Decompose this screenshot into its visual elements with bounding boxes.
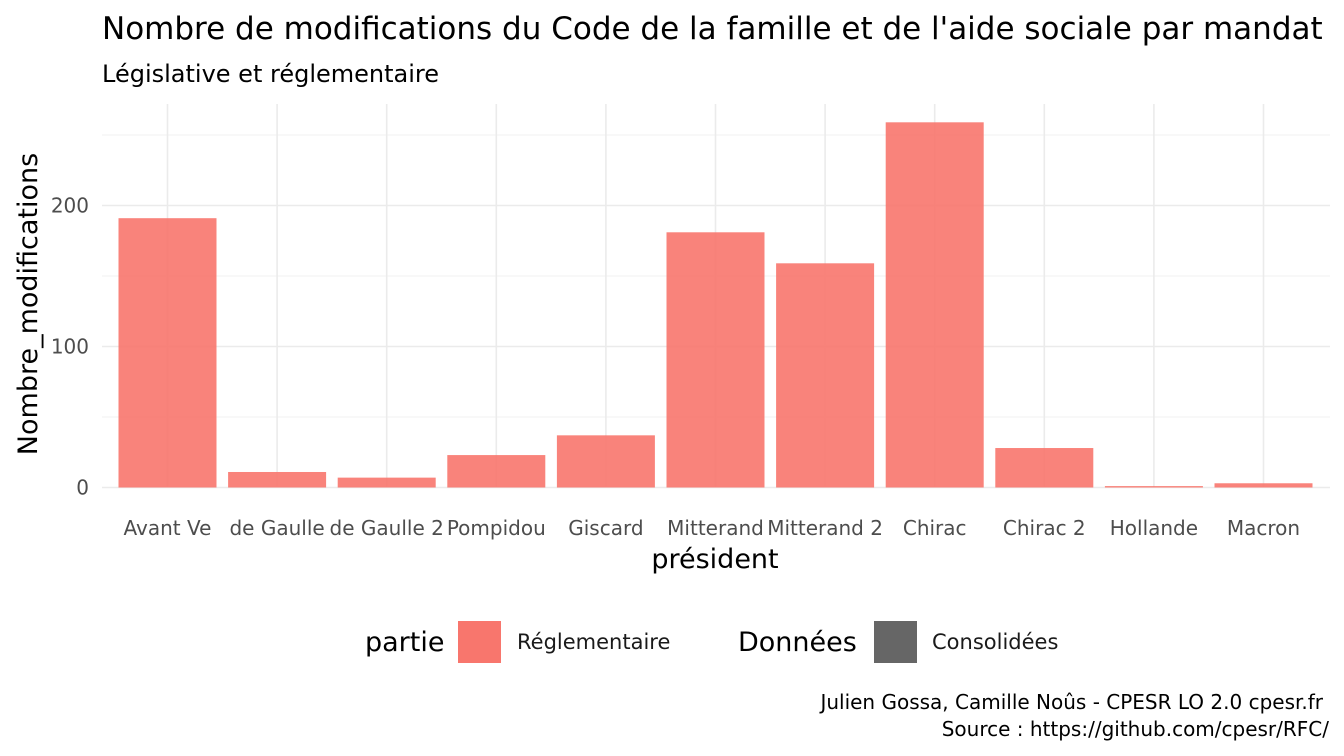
bar-macron (1214, 483, 1313, 488)
legend-title-donnees: Données (738, 627, 857, 658)
x-tick-label: Hollande (1110, 516, 1198, 540)
legend-key-consolidees (874, 621, 917, 663)
legend-label-reglementaire: Réglementaire (517, 630, 670, 654)
x-tick-label: de Gaulle 2 (330, 516, 444, 540)
bars (118, 122, 1313, 488)
x-tick-label: Mitterand 2 (767, 516, 883, 540)
caption-line-2: Source : https://github.com/cpesr/RFC/ (942, 717, 1330, 741)
bar-mitterand (666, 232, 765, 488)
chart-subtitle: Législative et réglementaire (102, 60, 439, 88)
x-tick-label: Macron (1227, 516, 1300, 540)
y-axis-ticks: 0 100 200 (51, 194, 89, 500)
chart-title: Nombre de modifications du Code de la fa… (102, 11, 1323, 47)
caption-line-1: Julien Gossa, Camille Noûs - CPESR LO 2.… (818, 690, 1323, 714)
legend-label-consolidees: Consolidées (932, 630, 1058, 654)
x-tick-label: Chirac (903, 516, 967, 540)
x-tick-label: Avant Ve (124, 516, 212, 540)
bar-de-gaulle-2 (337, 477, 436, 488)
bar-chirac (885, 122, 984, 488)
bar-mitterand-2 (776, 263, 875, 488)
bar-pompidou (447, 455, 546, 488)
y-tick-label: 200 (51, 194, 89, 218)
y-axis-title: Nombre_modifications (13, 153, 44, 455)
y-tick-label: 100 (51, 335, 89, 359)
bar-giscard (556, 435, 655, 488)
x-tick-label: Giscard (568, 516, 643, 540)
x-tick-label: Pompidou (447, 516, 546, 540)
legend-title-partie: partie (365, 627, 444, 658)
y-tick-label: 0 (76, 476, 89, 500)
bar-hollande (1104, 486, 1203, 488)
x-tick-label: Chirac 2 (1003, 516, 1086, 540)
bar-avant-ve (118, 218, 217, 488)
bar-chirac-2 (995, 448, 1094, 488)
x-tick-label: Mitterand (667, 516, 764, 540)
x-tick-label: de Gaulle (229, 516, 324, 540)
x-axis-title: président (651, 544, 778, 575)
bar-de-gaulle (228, 471, 327, 488)
legend-key-reglementaire (458, 621, 501, 663)
x-axis-ticks: Avant Ve de Gaulle de Gaulle 2 Pompidou Gisc… (124, 516, 1301, 540)
legend: partie Réglementaire Données Consolidées (365, 621, 1058, 663)
